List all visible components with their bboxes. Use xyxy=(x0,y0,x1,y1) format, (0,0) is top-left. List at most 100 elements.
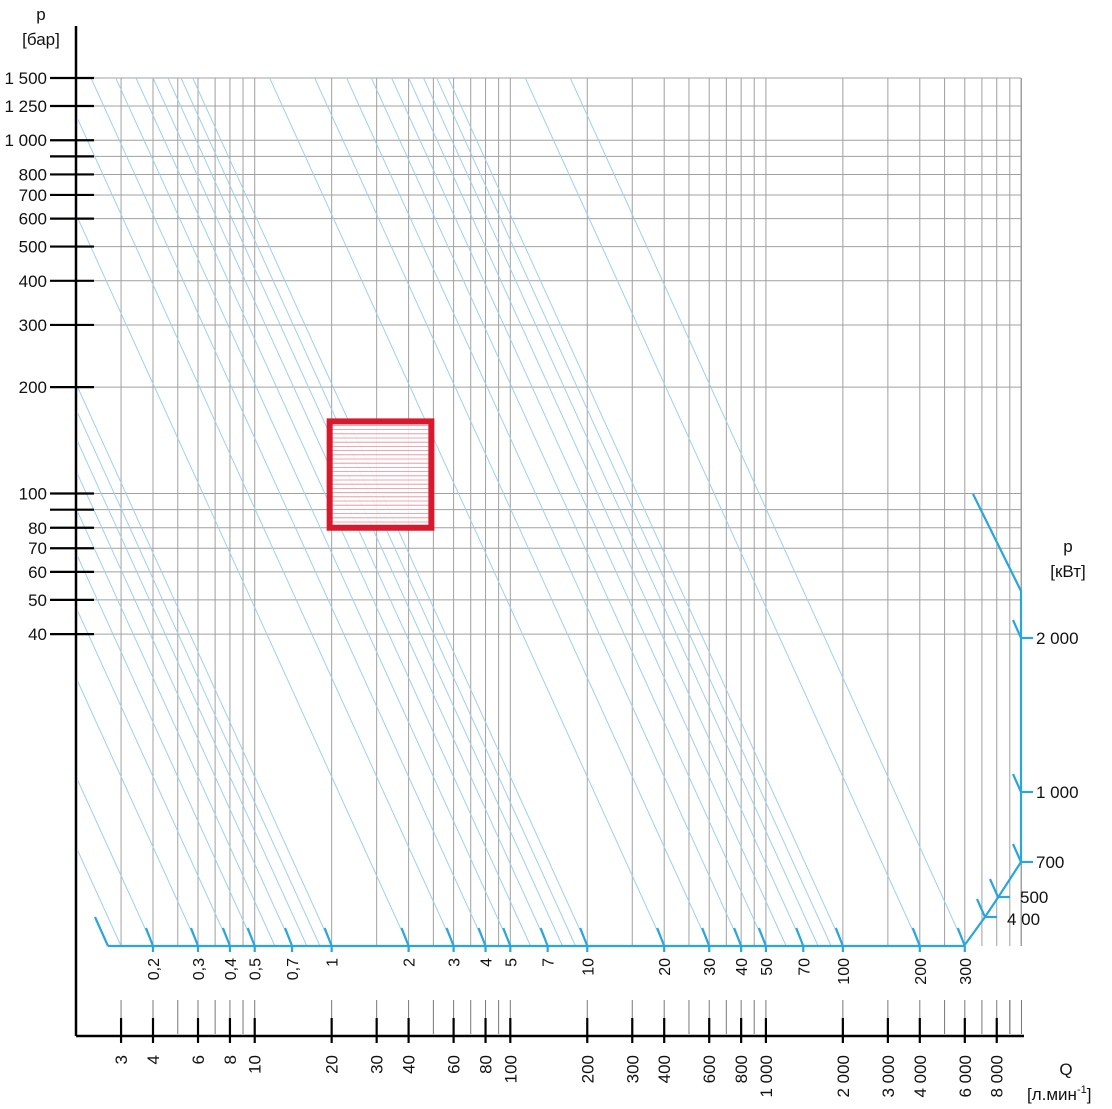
right-power-tick xyxy=(975,898,987,918)
bottom-power-tick xyxy=(144,927,155,947)
y-axis-tick-label: 200 xyxy=(19,378,47,397)
x-axis-unit: [л.мин xyxy=(1027,1085,1077,1104)
power-line xyxy=(370,78,767,947)
bottom-power-tick xyxy=(246,927,256,947)
power-line xyxy=(152,78,549,947)
bottom-power-tick xyxy=(834,927,844,947)
bottom-power-tick-label: 100 xyxy=(836,958,853,985)
x-axis-tick-label: 400 xyxy=(655,1055,674,1083)
x-axis-title-line1: Q xyxy=(1059,1060,1072,1079)
right-power-tick-label: 700 xyxy=(1036,853,1064,872)
right-axis-title-line2: [кВт] xyxy=(1050,562,1085,581)
bottom-power-tick xyxy=(733,927,743,947)
bottom-power-tick xyxy=(701,927,711,947)
bottom-power-tick-label: 200 xyxy=(913,958,930,985)
highlight-border xyxy=(326,418,435,531)
y-axis-title-line2: [бар] xyxy=(22,30,60,49)
y-axis-tick-label: 800 xyxy=(19,165,47,184)
x-axis-tick-label: 60 xyxy=(445,1055,464,1074)
bottom-power-tick-label: 7 xyxy=(541,958,558,967)
bottom-power-tick xyxy=(656,927,666,947)
highlight-fill xyxy=(329,421,432,528)
bottom-power-tick-label: 4 xyxy=(479,958,496,967)
x-axis-tick-label: 8 xyxy=(221,1055,240,1064)
power-line xyxy=(115,78,511,947)
power-line xyxy=(408,78,804,947)
y-axis-tick-label: 1 250 xyxy=(4,97,47,116)
y-axis-tick-label: 700 xyxy=(19,186,47,205)
power-line xyxy=(90,78,486,947)
bottom-power-tick-label: 0,5 xyxy=(248,958,265,980)
bottom-power-tick-label: 5 xyxy=(503,958,520,967)
x-axis-tick-label: 600 xyxy=(700,1055,719,1083)
x-axis-tick-label: 40 xyxy=(400,1055,419,1074)
power-line xyxy=(78,412,321,947)
power-line xyxy=(78,610,231,947)
y-axis-tick-label: 1 000 xyxy=(4,131,47,150)
x-axis-tick-label: 80 xyxy=(477,1055,496,1074)
x-axis-tick-label: 100 xyxy=(501,1055,520,1083)
bottom-power-tick-label: 2 xyxy=(402,958,419,967)
x-axis-tick-label: 8 000 xyxy=(988,1055,1007,1098)
power-line xyxy=(78,511,276,947)
y-axis-tick-label: 500 xyxy=(19,238,47,257)
bottom-power-tick-label: 1 xyxy=(325,958,342,967)
bottom-power-tick-label: 10 xyxy=(580,958,597,976)
y-axis-tick-label: 300 xyxy=(19,316,47,335)
grid xyxy=(78,77,1023,946)
power-line xyxy=(78,441,308,947)
bottom-power-scale-hook xyxy=(93,916,110,947)
bottom-power-tick xyxy=(284,927,294,947)
right-power-tick xyxy=(1011,619,1023,639)
bottom-power-tick-label: 20 xyxy=(657,958,674,976)
power-line xyxy=(524,78,921,947)
x-axis-unit-sup: -1 xyxy=(1077,1084,1087,1096)
x-axis-tick-label: 800 xyxy=(732,1055,751,1083)
x-axis-tick-label: 200 xyxy=(578,1055,597,1083)
power-line xyxy=(78,386,333,947)
x-axis-tick-label: 20 xyxy=(323,1055,342,1074)
bottom-power-tick xyxy=(445,927,455,947)
power-line xyxy=(78,556,256,947)
right-power-tick-label: 1 000 xyxy=(1036,783,1079,802)
power-line xyxy=(78,217,410,947)
y-axis-tick-label: 40 xyxy=(28,625,47,644)
bottom-power-tick-label: 30 xyxy=(702,958,719,976)
x-axis-tick-label: 30 xyxy=(368,1055,387,1074)
axes xyxy=(50,26,1024,1043)
bottom-power-tick xyxy=(189,927,200,947)
bottom-power-tick-label: 3 xyxy=(447,958,464,967)
bottom-power-tick xyxy=(502,927,512,947)
power-lines xyxy=(78,78,966,947)
x-axis-tick-label: 4 000 xyxy=(911,1055,930,1098)
power-line xyxy=(422,78,819,947)
right-power-tick-label: 4 00 xyxy=(1007,910,1040,929)
right-power-tick xyxy=(988,878,1000,898)
power-scales xyxy=(93,493,1033,952)
bottom-power-tick xyxy=(579,927,589,947)
x-axis-title-line2: [л.мин-1] xyxy=(1027,1084,1091,1104)
right-power-tick-label: 500 xyxy=(1020,888,1048,907)
y-axis-tick-label: 400 xyxy=(19,272,47,291)
power-line xyxy=(314,78,710,947)
bottom-power-tick xyxy=(757,927,767,947)
bottom-power-tick xyxy=(956,927,966,947)
right-power-tick xyxy=(1011,843,1023,863)
x-axis-tick-label: 6 000 xyxy=(956,1055,975,1098)
right-axis-title-line1: p xyxy=(1063,537,1072,556)
x-axis-tick-label: 2 000 xyxy=(834,1055,853,1098)
power-line xyxy=(78,473,293,947)
bottom-power-tick-label: 50 xyxy=(759,958,776,976)
bottom-power-tick xyxy=(795,927,805,947)
y-axis-tick-label: 70 xyxy=(28,539,47,558)
x-axis-tick-label: 10 xyxy=(246,1055,265,1074)
bottom-power-tick xyxy=(477,927,487,947)
right-power-tick-label: 2 000 xyxy=(1036,629,1079,648)
power-line xyxy=(269,78,665,947)
y-axis-tick-label: 100 xyxy=(19,485,47,504)
power-line xyxy=(135,78,532,947)
x-axis-tick-label: 300 xyxy=(623,1055,642,1083)
bottom-power-tick-label: 0,7 xyxy=(285,958,302,980)
x-axis-tick-label: 1 000 xyxy=(757,1055,776,1098)
